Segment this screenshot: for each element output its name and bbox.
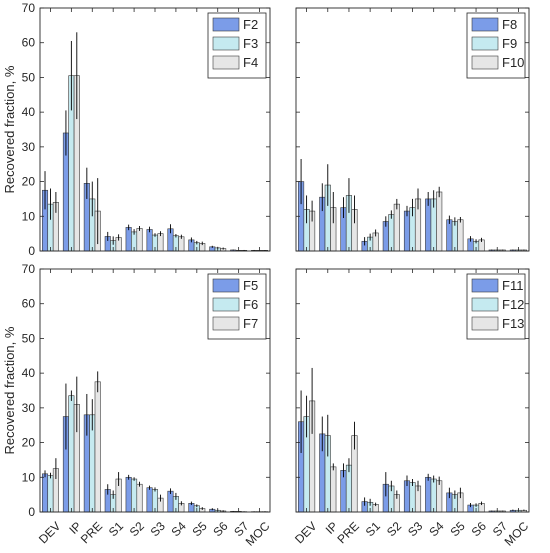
legend-swatch-F11	[471, 278, 499, 293]
bar-F4-S3	[157, 233, 164, 252]
bar-F8-S3	[403, 210, 411, 252]
bar-F2-S3	[146, 229, 153, 252]
x-tick-label-DEV: DEV	[292, 519, 319, 546]
legend-swatch-F7	[212, 316, 240, 331]
legend-swatch-F12	[471, 297, 499, 312]
y-tick-label: 20	[22, 436, 36, 450]
legend-swatch-F9	[471, 36, 499, 51]
legend-label-F7: F7	[243, 316, 258, 331]
x-tick-label-S4: S4	[426, 519, 447, 540]
bar-F12-S4	[430, 478, 437, 513]
x-tick-label-S2: S2	[384, 519, 405, 540]
y-tick-label: 0	[28, 505, 35, 519]
y-tick-label: 30	[22, 140, 36, 154]
bar-F6-IP	[68, 395, 75, 513]
y-tick-label: 20	[22, 175, 36, 189]
bar-F4-S2	[136, 228, 143, 252]
y-tick-label: 50	[22, 70, 36, 84]
bar-F9-S5	[451, 221, 458, 252]
legend-label-F2: F2	[243, 17, 258, 32]
x-tick-label-MOC: MOC	[243, 519, 273, 549]
bar-F2-S2	[125, 227, 132, 252]
legend-label-F12: F12	[502, 297, 524, 312]
bar-F5-DEV	[41, 473, 49, 513]
legend-label-F4: F4	[243, 55, 258, 70]
legend-swatch-F4	[212, 55, 240, 70]
legend-swatch-F2	[212, 17, 240, 32]
chart-panel-2: F8 F9 F10	[295, 7, 530, 252]
bar-F7-S2	[136, 483, 143, 513]
bar-F12-S3	[409, 482, 416, 513]
legend-swatch-F5	[212, 278, 240, 293]
bar-F5-S3	[146, 487, 153, 513]
bar-F6-S2	[131, 478, 138, 513]
legend-label-F3: F3	[243, 36, 258, 51]
legend-label-F13: F13	[502, 316, 524, 331]
y-tick-label: 40	[22, 366, 36, 380]
legend-swatch-F6	[212, 297, 240, 312]
bar-F10-S5	[457, 219, 464, 252]
x-tick-label-S3: S3	[405, 519, 426, 540]
x-tick-label-S4: S4	[169, 519, 190, 540]
legend-swatch-F13	[471, 316, 499, 331]
bar-F9-S2	[388, 214, 395, 252]
x-tick-label-DEV: DEV	[36, 519, 63, 546]
x-tick-label-S3: S3	[148, 519, 169, 540]
bar-F5-S2	[125, 476, 132, 513]
bar-F13-S4	[436, 480, 443, 513]
bar-F8-S4	[425, 198, 432, 252]
y-tick-label: 0	[28, 244, 35, 258]
x-tick-label-S6: S6	[210, 519, 231, 540]
y-tick-label: 10	[22, 209, 36, 223]
legend-label-F9: F9	[502, 36, 517, 51]
bar-F4-S4	[178, 236, 185, 252]
x-tick-label-S1: S1	[106, 519, 127, 540]
y-tick-label: 70	[22, 1, 36, 15]
legend-label-F5: F5	[243, 278, 258, 293]
x-tick-label-S5: S5	[189, 519, 210, 540]
y-tick-label: 10	[22, 470, 36, 484]
bar-F5-S4	[167, 490, 174, 513]
x-tick-label-S1: S1	[363, 519, 384, 540]
y-tick-label: 50	[22, 331, 36, 345]
y-tick-label: 30	[22, 401, 36, 415]
y-tick-label: 70	[22, 262, 36, 276]
x-tick-label-MOC: MOC	[502, 519, 532, 549]
y-axis-label: Recovered fraction, %	[2, 326, 17, 454]
bar-F13-IP	[330, 466, 337, 513]
y-tick-label: 40	[22, 105, 36, 119]
bar-F12-PRE	[345, 464, 353, 513]
x-tick-label-PRE: PRE	[78, 519, 105, 546]
y-tick-label: 60	[22, 297, 36, 311]
y-axis-label: Recovered fraction, %	[2, 65, 17, 193]
x-tick-label-S5: S5	[447, 519, 468, 540]
legend-label-F8: F8	[502, 17, 517, 32]
bar-F10-S4	[436, 191, 443, 252]
legend-label-F10: F10	[502, 55, 524, 70]
legend-label-F11: F11	[502, 278, 523, 293]
bar-F6-DEV	[47, 475, 54, 513]
legend-swatch-F8	[471, 17, 499, 32]
bar-F11-S4	[425, 476, 432, 513]
bar-F7-PRE	[94, 381, 101, 513]
x-tick-label-S6: S6	[469, 519, 490, 540]
y-tick-label: 60	[22, 36, 36, 50]
chart-panel-1: 0 10 20 30 40 50 60 70 Recovered fraction, % F2 F3…	[2, 1, 271, 258]
legend-swatch-F10	[471, 55, 499, 70]
legend-swatch-F3	[212, 36, 240, 51]
bar-F8-S5	[446, 219, 453, 252]
bar-F10-S2	[393, 203, 400, 252]
legend-label-F6: F6	[243, 297, 258, 312]
x-tick-label-PRE: PRE	[335, 519, 362, 546]
x-tick-label-S2: S2	[127, 519, 148, 540]
